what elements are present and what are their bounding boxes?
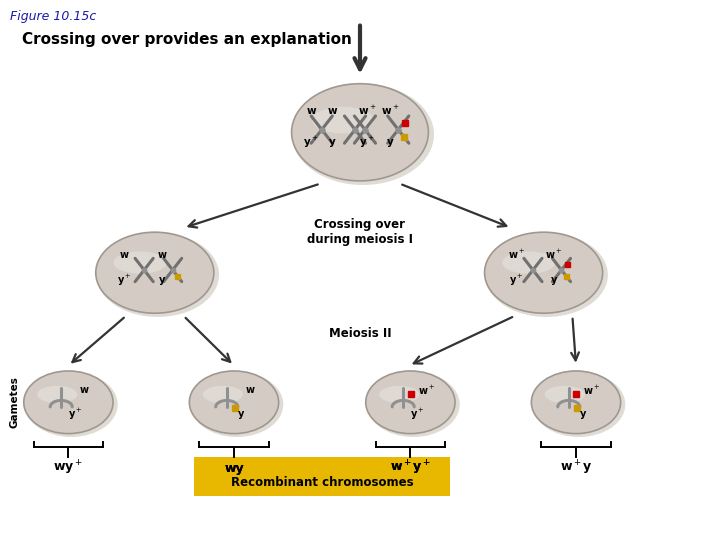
- Ellipse shape: [367, 372, 459, 437]
- Ellipse shape: [292, 84, 428, 181]
- Text: wy: wy: [224, 462, 244, 475]
- Text: wy$^+$: wy$^+$: [53, 459, 84, 477]
- Text: Recombinant chromosomes: Recombinant chromosomes: [231, 476, 413, 489]
- Text: w: w: [120, 250, 129, 260]
- Ellipse shape: [292, 84, 434, 185]
- Text: y: y: [387, 137, 394, 147]
- Ellipse shape: [24, 371, 113, 434]
- FancyBboxPatch shape: [194, 457, 450, 496]
- Text: y$^+$: y$^+$: [509, 273, 523, 288]
- Ellipse shape: [379, 386, 419, 403]
- Ellipse shape: [485, 233, 608, 317]
- Text: y: y: [159, 275, 165, 285]
- Ellipse shape: [485, 232, 603, 313]
- Ellipse shape: [203, 386, 243, 403]
- Text: w: w: [306, 106, 316, 116]
- Ellipse shape: [37, 386, 77, 403]
- Text: y$^+$: y$^+$: [410, 407, 425, 422]
- Text: w$^+$y$^+$: w$^+$y$^+$: [390, 459, 431, 477]
- Text: w: w: [80, 386, 89, 395]
- Ellipse shape: [191, 372, 283, 437]
- Text: y$^+$: y$^+$: [117, 273, 132, 288]
- Ellipse shape: [531, 371, 621, 434]
- Ellipse shape: [312, 107, 374, 133]
- Ellipse shape: [503, 252, 555, 274]
- Text: y$^+$: y$^+$: [303, 134, 319, 150]
- Text: y: y: [329, 137, 336, 147]
- Text: w$^+$: w$^+$: [418, 384, 435, 397]
- Text: Crossing over
during meiosis I: Crossing over during meiosis I: [307, 218, 413, 246]
- Text: Crossing over provides an explanation: Crossing over provides an explanation: [22, 32, 351, 48]
- Text: w$^+$: w$^+$: [508, 248, 525, 261]
- Text: w: w: [246, 386, 254, 395]
- Ellipse shape: [96, 232, 214, 313]
- Ellipse shape: [96, 233, 219, 317]
- Ellipse shape: [114, 252, 166, 274]
- Text: Figure 10.15c: Figure 10.15c: [10, 10, 96, 23]
- Text: y: y: [580, 409, 586, 419]
- Text: y$^+$: y$^+$: [359, 134, 375, 150]
- Text: Meiosis II: Meiosis II: [329, 327, 391, 340]
- Text: w$^+$y: w$^+$y: [559, 459, 593, 477]
- Text: y$^+$: y$^+$: [68, 407, 83, 422]
- Ellipse shape: [366, 371, 455, 434]
- Text: wy: wy: [224, 462, 244, 475]
- Text: Gametes: Gametes: [9, 376, 19, 428]
- Text: y: y: [238, 409, 244, 419]
- Ellipse shape: [25, 372, 117, 437]
- Text: w: w: [158, 250, 166, 260]
- Text: w$^+$: w$^+$: [583, 384, 600, 397]
- Ellipse shape: [533, 372, 625, 437]
- Text: w$^+$: w$^+$: [545, 248, 562, 261]
- Text: w$^+$: w$^+$: [358, 104, 377, 117]
- Text: w: w: [328, 106, 338, 116]
- Text: w$^+$: w$^+$: [381, 104, 400, 117]
- Ellipse shape: [189, 371, 279, 434]
- Ellipse shape: [545, 386, 585, 403]
- Text: y: y: [551, 275, 557, 285]
- Text: w$^+$y$^+$: w$^+$y$^+$: [390, 459, 431, 477]
